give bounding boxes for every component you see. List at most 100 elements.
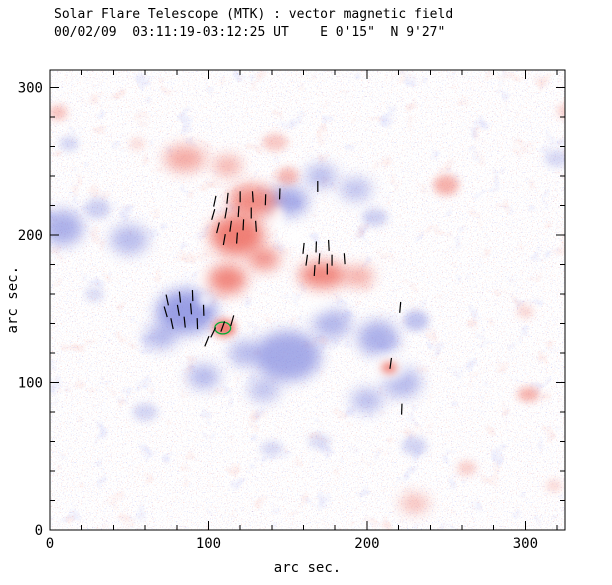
vector-segment — [178, 291, 182, 303]
x-axis-label: arc sec. — [273, 560, 342, 576]
x-tick-label: 200 — [354, 536, 379, 552]
negative-polarity-blob — [401, 437, 428, 455]
vector-segment — [255, 220, 257, 232]
positive-polarity-blob — [262, 133, 288, 152]
positive-polarity-blob — [248, 246, 280, 271]
x-tick-label: 300 — [513, 536, 538, 552]
positive-polarity-blob — [433, 174, 459, 196]
vector-segment — [399, 301, 402, 313]
negative-polarity-blob — [84, 286, 104, 302]
vector-segment — [222, 234, 226, 246]
polarity-gap — [286, 229, 306, 244]
vector-segment — [176, 304, 180, 316]
negative-polarity-blob — [357, 320, 399, 357]
negative-polarity-blob — [84, 198, 111, 219]
vector-segment — [318, 253, 321, 265]
positive-polarity-blob — [545, 479, 562, 492]
negative-polarity-blob — [573, 287, 592, 302]
vector-segment — [229, 220, 233, 232]
negative-polarity-blob — [254, 330, 321, 382]
vector-segment — [210, 327, 217, 338]
negative-polarity-blob — [145, 325, 177, 349]
negative-polarity-blob — [260, 441, 283, 457]
vector-segment — [226, 192, 229, 204]
negative-polarity-blob — [403, 310, 429, 331]
field-vectors — [163, 180, 403, 415]
vector-segment — [216, 222, 220, 234]
axes — [49, 69, 566, 531]
x-tick-label: 0 — [46, 536, 54, 552]
negative-polarity-blob — [248, 378, 280, 402]
vector-segment — [170, 318, 174, 330]
vector-segment — [163, 306, 168, 318]
vector-segment — [189, 303, 193, 315]
figure-title: Solar Flare Telescope (MTK) : vector mag… — [54, 7, 454, 22]
positive-polarity-blob — [344, 266, 374, 287]
negative-polarity-blob — [544, 149, 565, 168]
negative-polarity-blob — [351, 388, 383, 413]
vector-segment — [183, 316, 186, 328]
x-tick-label: 100 — [196, 536, 221, 552]
figure-subtitle: 00/02/09 03:11:19-03:12:25 UT E 0'15" N … — [54, 25, 446, 40]
positive-polarity-blobs — [50, 104, 565, 513]
vector-segment — [313, 264, 316, 277]
vector-segment — [213, 195, 217, 207]
y-tick-label: 0 — [35, 523, 43, 539]
vector-segment — [204, 335, 210, 347]
vector-segment — [242, 219, 245, 231]
tick-labels: 0 100 200 300 0 100 200 300 — [18, 81, 538, 552]
vector-segment — [251, 191, 254, 203]
negative-polarity-blob — [362, 208, 388, 227]
negative-polarity-blob — [229, 339, 261, 367]
positive-polarity-blob — [213, 155, 242, 177]
negative-polarity-blob — [110, 224, 149, 255]
polarity-gaps — [197, 205, 405, 380]
negative-polarity-blob — [59, 136, 79, 152]
vector-segment — [302, 242, 305, 254]
vector-segment — [305, 254, 309, 266]
negative-polarity-blob — [132, 403, 158, 421]
polarity-gap — [197, 270, 211, 289]
positive-polarity-blob — [298, 261, 347, 289]
y-axis-label-wrap: arc sec. — [0, 70, 26, 530]
positive-polarity-blob — [457, 460, 477, 476]
positive-polarity-blob — [164, 145, 206, 172]
negative-polarity-blob — [50, 210, 84, 246]
vector-segment — [237, 206, 240, 218]
negative-polarity-blob — [313, 308, 352, 339]
y-tick-label: 100 — [18, 376, 43, 392]
negative-polarity-blob — [187, 364, 220, 389]
positive-polarity-blob — [381, 361, 398, 374]
y-tick-label: 200 — [18, 228, 43, 244]
positive-polarity-blob — [208, 264, 247, 295]
plot-content — [50, 70, 592, 530]
positive-polarity-blob — [517, 386, 540, 402]
vector-segment — [389, 357, 393, 369]
negative-polarity-blob — [339, 177, 372, 202]
negative-polarity-blob — [305, 164, 337, 188]
polarity-gap — [297, 295, 333, 311]
positive-polarity-blob — [276, 167, 299, 185]
vector-segment — [224, 207, 228, 219]
negative-polarity-blob — [308, 434, 331, 449]
positive-polarity-blob — [129, 137, 146, 150]
vector-segment — [211, 209, 216, 220]
vector-segment — [220, 321, 226, 332]
negative-polarity-blobs — [50, 136, 592, 457]
plot-border — [49, 69, 566, 531]
polarity-gap — [268, 205, 285, 230]
vector-segment — [343, 253, 346, 265]
positive-polarity-blob — [557, 104, 565, 119]
y-tick-label: 300 — [18, 81, 43, 97]
vector-segment — [230, 315, 235, 327]
vector-segment — [328, 239, 330, 251]
positive-polarity-blob — [400, 494, 429, 513]
y-axis-label: arc sec. — [5, 266, 21, 334]
positive-polarity-blob — [517, 305, 534, 318]
vector-segment — [165, 294, 169, 306]
polarity-gap — [198, 292, 212, 308]
vector-segment — [236, 232, 238, 244]
positive-polarity-blob — [50, 105, 68, 121]
